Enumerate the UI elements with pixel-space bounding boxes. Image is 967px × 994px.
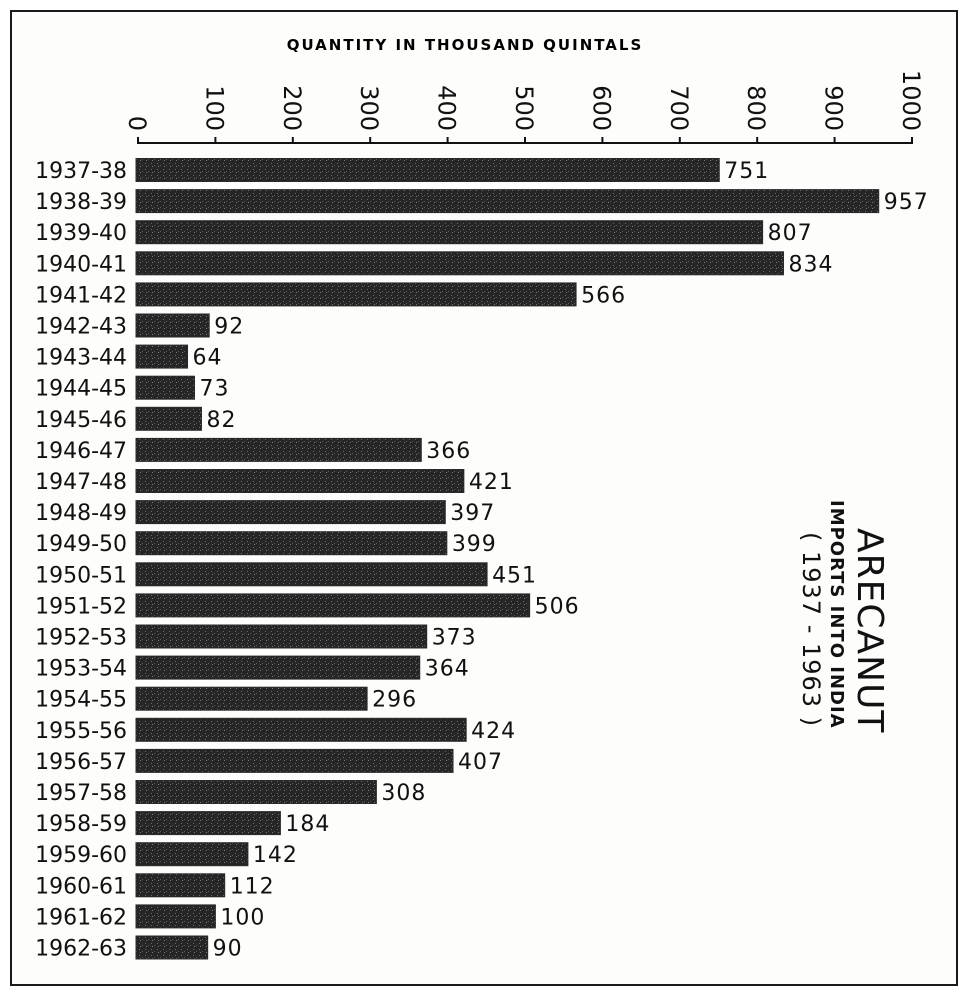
category-label-1940-41: 1940-41 xyxy=(35,252,127,277)
value-label-1944-45: 73 xyxy=(200,377,230,402)
category-label-1955-56: 1955-56 xyxy=(35,719,127,744)
x-tick-label-600: 600 xyxy=(587,85,615,131)
x-tick-label-900: 900 xyxy=(820,85,848,131)
value-label-1954-55: 296 xyxy=(372,688,417,713)
category-label-1944-45: 1944-45 xyxy=(35,377,127,402)
category-label-1949-50: 1949-50 xyxy=(35,532,127,557)
chart-period: ( 1937 - 1963 ) xyxy=(797,532,825,727)
category-label-1951-52: 1951-52 xyxy=(35,594,127,619)
value-label-1942-43: 92 xyxy=(214,315,244,340)
x-tick-label-800: 800 xyxy=(742,85,770,131)
bar-1952-53 xyxy=(135,624,428,649)
category-label-1939-40: 1939-40 xyxy=(35,221,127,246)
bar-1959-60 xyxy=(135,842,249,867)
category-label-1941-42: 1941-42 xyxy=(35,283,127,308)
category-label-1957-58: 1957-58 xyxy=(35,781,127,806)
bar-1950-51 xyxy=(135,562,488,587)
bar-1940-41 xyxy=(135,251,785,276)
value-label-1960-61: 112 xyxy=(230,874,275,899)
category-labels: 1937-38 1938-39 1939-40 1940-41 1941-42 1942-… xyxy=(35,159,127,962)
bar-1949-50 xyxy=(135,531,448,556)
bar-1942-43 xyxy=(135,313,210,338)
bar-1958-59 xyxy=(135,811,281,836)
bar-1957-58 xyxy=(135,780,377,804)
value-label-1961-62: 100 xyxy=(220,905,265,930)
bar-1938-39 xyxy=(135,189,880,214)
value-label-1938-39: 957 xyxy=(884,190,929,215)
bar-1946-47 xyxy=(135,437,422,462)
bar-1956-57 xyxy=(135,748,454,773)
bars xyxy=(135,158,880,960)
bar-1954-55 xyxy=(135,686,368,711)
x-tick-label-500: 500 xyxy=(510,85,538,131)
bar-1947-48 xyxy=(135,469,465,493)
value-label-1959-60: 142 xyxy=(253,843,298,868)
category-label-1947-48: 1947-48 xyxy=(35,470,127,495)
value-label-1962-63: 90 xyxy=(213,937,243,962)
value-labels: 751 957 807 834 566 92 64 73 82 366 421 397 399 451 50… xyxy=(193,159,929,962)
value-label-1940-41: 834 xyxy=(789,252,834,277)
value-label-1956-57: 407 xyxy=(458,750,503,775)
bar-1951-52 xyxy=(135,593,531,618)
value-label-1950-51: 451 xyxy=(492,563,537,588)
category-label-1959-60: 1959-60 xyxy=(35,843,127,868)
category-label-1960-61: 1960-61 xyxy=(35,874,127,899)
x-axis-label: QUANTITY IN THOUSAND QUINTALS xyxy=(287,36,644,54)
x-ticks: 0 100 200 300 400 500 600 700 800 900 1000 xyxy=(123,70,925,144)
category-label-1961-62: 1961-62 xyxy=(35,905,127,930)
bar-1953-54 xyxy=(135,655,421,680)
bar-1955-56 xyxy=(135,717,467,742)
bar-1945-46 xyxy=(135,406,202,431)
category-label-1954-55: 1954-55 xyxy=(35,688,127,713)
category-label-1958-59: 1958-59 xyxy=(35,812,127,837)
value-label-1948-49: 397 xyxy=(450,501,495,526)
x-tick-label-0: 0 xyxy=(123,116,151,131)
category-label-1946-47: 1946-47 xyxy=(35,439,127,464)
value-label-1951-52: 506 xyxy=(535,594,580,619)
chart-subtitle: IMPORTS INTO INDIA xyxy=(826,500,847,729)
x-tick-label-1000: 1000 xyxy=(897,70,925,131)
value-label-1952-53: 373 xyxy=(432,626,477,651)
chart-title: ARECANUT xyxy=(849,528,890,733)
category-label-1937-38: 1937-38 xyxy=(35,159,127,184)
category-label-1950-51: 1950-51 xyxy=(35,563,127,588)
category-label-1942-43: 1942-43 xyxy=(35,315,127,340)
value-label-1955-56: 424 xyxy=(471,719,516,744)
category-label-1953-54: 1953-54 xyxy=(35,657,127,682)
value-label-1949-50: 399 xyxy=(452,532,497,557)
value-label-1958-59: 184 xyxy=(285,812,330,837)
x-tick-label-400: 400 xyxy=(433,85,461,131)
category-label-1945-46: 1945-46 xyxy=(35,408,127,433)
category-label-1948-49: 1948-49 xyxy=(35,501,127,526)
x-tick-label-300: 300 xyxy=(355,85,383,131)
bar-1962-63 xyxy=(135,935,209,960)
bar-1941-42 xyxy=(135,282,577,307)
value-label-1957-58: 308 xyxy=(381,781,426,806)
x-tick-label-100: 100 xyxy=(200,85,228,131)
x-tick-label-700: 700 xyxy=(665,85,693,131)
bar-1939-40 xyxy=(135,220,764,245)
category-label-1956-57: 1956-57 xyxy=(35,750,127,775)
value-label-1937-38: 751 xyxy=(724,159,769,184)
category-label-1952-53: 1952-53 xyxy=(35,626,127,651)
value-label-1945-46: 82 xyxy=(206,408,236,433)
value-label-1943-44: 64 xyxy=(193,346,223,371)
bar-1944-45 xyxy=(135,375,196,400)
value-label-1953-54: 364 xyxy=(425,657,470,682)
x-tick-label-200: 200 xyxy=(278,85,306,131)
value-label-1941-42: 566 xyxy=(581,283,626,308)
bar-1943-44 xyxy=(135,344,189,369)
value-label-1947-48: 421 xyxy=(469,470,514,495)
value-label-1946-47: 366 xyxy=(426,439,471,464)
bar-1961-62 xyxy=(135,904,216,929)
chart-title-block: ARECANUT IMPORTS INTO INDIA ( 1937 - 196… xyxy=(797,500,890,733)
category-label-1962-63: 1962-63 xyxy=(35,937,127,962)
bar-1948-49 xyxy=(135,500,446,525)
bar-1960-61 xyxy=(135,873,226,898)
category-label-1943-44: 1943-44 xyxy=(35,346,127,371)
value-label-1939-40: 807 xyxy=(768,221,813,246)
bar-1937-38 xyxy=(135,158,720,182)
category-label-1938-39: 1938-39 xyxy=(35,190,127,215)
